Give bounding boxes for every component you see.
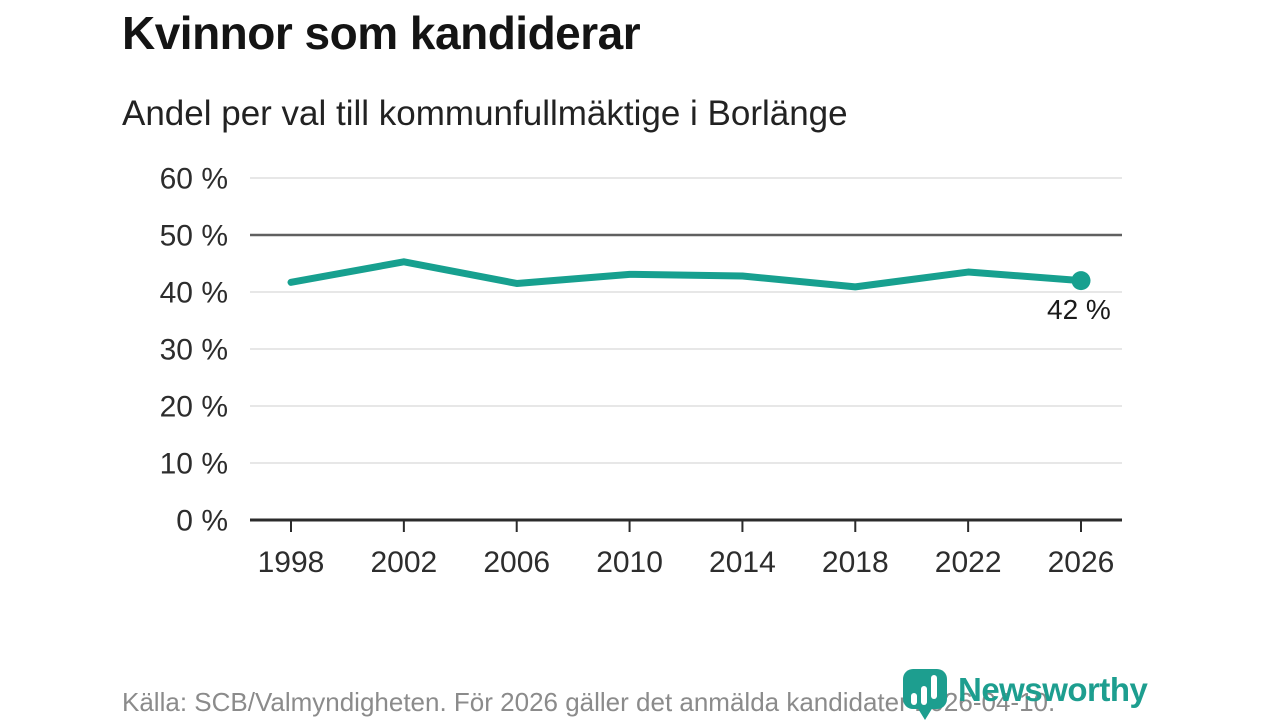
- x-tick-label-2010: 2010: [596, 546, 663, 579]
- data-line-Andel kvinnor som kandiderar: [287, 258, 1085, 291]
- x-tick-label-2006: 2006: [483, 546, 550, 579]
- newsworthy-wordmark: Newsworthy: [958, 671, 1148, 708]
- y-tick-label-30: 30 %: [160, 334, 228, 367]
- x-tick-label-1998: 1998: [258, 546, 325, 579]
- y-tick-label-40: 40 %: [160, 277, 228, 310]
- x-tick-label-2014: 2014: [709, 546, 776, 579]
- x-tick-label-2002: 2002: [370, 546, 437, 579]
- endpoint-dot: [1071, 271, 1091, 291]
- x-tick-label-2022: 2022: [935, 546, 1002, 579]
- newsworthy-logo: Newsworthy: [900, 666, 1148, 720]
- x-tick-label-2018: 2018: [822, 546, 889, 579]
- endpoint-value-label: 42 %: [1047, 293, 1111, 325]
- page-title: Kvinnor som kandiderar: [122, 7, 641, 59]
- y-tick-label-60: 60 %: [160, 163, 228, 196]
- source-note: Källa: SCB/Valmyndigheten. För 2026 gäll…: [122, 687, 1056, 717]
- newsworthy-logo-icon: [903, 669, 947, 720]
- y-tick-label-0: 0 %: [176, 505, 228, 538]
- page-subtitle: Andel per val till kommunfullmäktige i B…: [122, 94, 848, 133]
- x-tick-label-2026: 2026: [1048, 546, 1115, 579]
- y-tick-label-50: 50 %: [160, 220, 228, 253]
- y-tick-label-20: 20 %: [160, 391, 228, 424]
- y-tick-label-10: 10 %: [160, 448, 228, 481]
